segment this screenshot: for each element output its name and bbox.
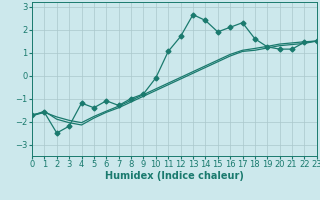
X-axis label: Humidex (Indice chaleur): Humidex (Indice chaleur)	[105, 171, 244, 181]
